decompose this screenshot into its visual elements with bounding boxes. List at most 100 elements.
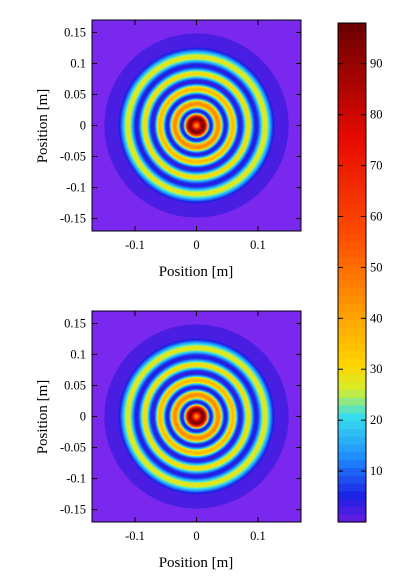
colorbar-tick-label: 20 [370, 413, 383, 427]
colorbar-band [338, 514, 366, 523]
colorbar-band [338, 366, 366, 375]
colorbar-band [338, 428, 366, 437]
colorbar-bands [338, 23, 366, 523]
colorbar-band [338, 85, 366, 94]
y-tick-label: -0.15 [60, 212, 86, 226]
y-tick-label: 0.15 [64, 316, 86, 330]
colorbar-band [338, 132, 366, 141]
colorbar-band [338, 311, 366, 320]
x-tick-label: -0.1 [125, 238, 145, 252]
colorbar-band [338, 498, 366, 508]
colorbar-band [338, 54, 366, 63]
intensity-ring [195, 415, 198, 418]
heatmap-panel-top: 0.15 0.1 0.05 0 -0.05 -0.1 -0.15 -0.1 0 0.1 Posi… [35, 19, 302, 280]
ring-layer [104, 324, 289, 509]
y-axis-label: Position [m] [35, 380, 51, 455]
colorbar-band [338, 256, 366, 266]
y-tick-label: -0.05 [60, 441, 86, 455]
x-axis-ticks: -0.1 0 0.1 [125, 311, 266, 543]
y-tick-label: 0.05 [64, 378, 86, 392]
colorbar-band [338, 451, 366, 461]
y-tick-label: -0.1 [66, 472, 86, 486]
colorbar-tick-label: 10 [370, 464, 383, 478]
colorbar-band [338, 124, 366, 133]
colorbar-band [338, 327, 366, 336]
y-tick-label: 0.05 [64, 87, 86, 101]
y-tick-label: -0.15 [60, 503, 86, 517]
ring-layer [104, 33, 289, 218]
y-tick-label: 0.1 [70, 347, 86, 361]
colorbar-band [338, 319, 366, 328]
colorbar-band [338, 202, 366, 211]
colorbar-band [338, 334, 366, 344]
colorbar-band [338, 288, 366, 297]
y-tick-label: 0.1 [70, 56, 86, 70]
colorbar-band [338, 93, 366, 102]
colorbar-band [338, 249, 366, 258]
y-tick-label: -0.1 [66, 181, 86, 195]
colorbar-band [338, 436, 366, 445]
colorbar-band [338, 46, 366, 55]
colorbar-band [338, 350, 366, 359]
colorbar-band [338, 225, 366, 235]
colorbar-band [338, 210, 366, 219]
colorbar-frame [337, 22, 367, 523]
colorbar-band [338, 171, 366, 180]
colorbar-band [338, 475, 366, 484]
colorbar-band [338, 381, 366, 391]
x-tick-label: -0.1 [125, 529, 145, 543]
x-tick-label: 0 [193, 238, 199, 252]
colorbar-band [338, 61, 366, 71]
colorbar-band [338, 217, 366, 227]
colorbar-band [338, 280, 366, 289]
colorbar-band [338, 490, 366, 500]
colorbar-band [338, 38, 366, 47]
colorbar-band [338, 163, 366, 172]
colorbar-band [338, 186, 366, 196]
colorbar-band [338, 358, 366, 367]
x-axis-label: Position [m] [159, 264, 234, 280]
colorbar-band [338, 100, 366, 110]
colorbar-band [338, 342, 366, 352]
colorbar-tick-label: 50 [370, 260, 383, 274]
colorbar-band [338, 303, 366, 313]
x-tick-label: 0 [193, 529, 199, 543]
colorbar-band [338, 373, 366, 383]
colorbar-band [338, 233, 366, 242]
y-tick-label: -0.05 [60, 150, 86, 164]
colorbar-band [338, 459, 366, 469]
colorbar-tick-label: 80 [370, 108, 383, 122]
colorbar-band [338, 69, 366, 79]
y-axis-ticks: 0.15 0.1 0.05 0 -0.05 -0.1 -0.15 [60, 25, 301, 226]
heatmap-panel-bottom: 0.15 0.1 0.05 0 -0.05 -0.1 -0.15 -0.1 0 0.1 Posi… [35, 310, 302, 571]
colorbar-band [338, 295, 366, 305]
colorbar-band [338, 483, 366, 492]
colorbar-band [338, 272, 366, 281]
colorbar-band [338, 397, 366, 406]
colorbar-band [338, 420, 366, 430]
colorbar-band [338, 444, 366, 453]
colorbar-band [338, 405, 366, 414]
colorbar-band [338, 116, 366, 125]
colorbar-band [338, 467, 366, 476]
colorbar-tick-label: 30 [370, 362, 383, 376]
colorbar-tick-label: 90 [370, 57, 383, 71]
colorbar-band [338, 77, 366, 86]
colorbar-tick-label: 70 [370, 159, 383, 173]
y-tick-label: 0 [80, 410, 86, 424]
colorbar-band [338, 264, 366, 274]
colorbar-band [338, 108, 366, 118]
x-tick-label: 0.1 [250, 529, 266, 543]
colorbar-tick-label: 60 [370, 209, 383, 223]
colorbar-band [338, 139, 366, 149]
y-axis-label: Position [m] [35, 89, 51, 164]
colorbar-band [338, 241, 366, 250]
colorbar-band [338, 23, 366, 32]
colorbar-band [338, 506, 366, 515]
y-tick-label: 0 [80, 119, 86, 133]
intensity-ring [195, 124, 198, 127]
colorbar-band [338, 412, 366, 422]
colorbar-ticks: 10 20 30 40 50 60 70 80 90 [338, 57, 383, 478]
y-tick-label: 0.15 [64, 25, 86, 39]
